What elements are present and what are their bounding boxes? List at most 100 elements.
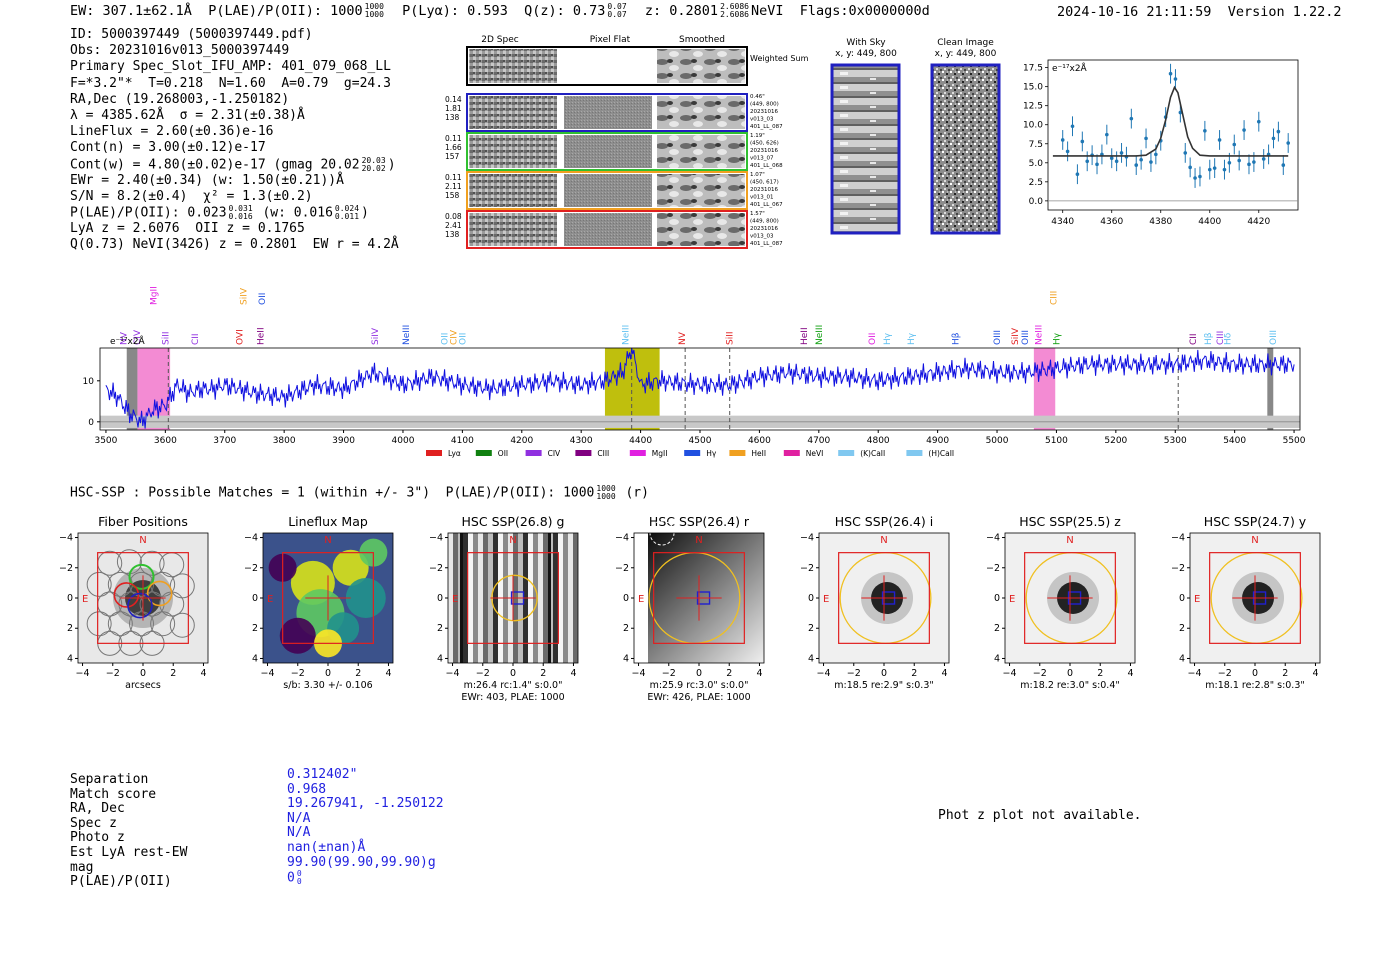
stamp-y-tick-label: −4 <box>800 533 814 544</box>
stamp-x-tick-label: 0 <box>881 668 887 679</box>
match-label: Match score <box>70 786 157 802</box>
stamp-x-tick-label: 4 <box>1312 668 1318 679</box>
fiber-circle <box>86 611 112 637</box>
spectral-line-label: OII <box>458 333 468 345</box>
col-title-flat: Pixel Flat <box>590 35 631 45</box>
ew-value: EW: 307.1±62.1Å <box>70 3 192 19</box>
cutout-meta: (449, 800) <box>750 102 779 108</box>
match-values: 0.312402" 0.968 19.267941, -1.250122 N/A N/A… <box>287 767 444 885</box>
spectral-line-label: NeIII <box>622 325 632 345</box>
stamp-y-tick-label: −2 <box>429 563 443 574</box>
match-value: 99.90(99.90,99.90)g <box>287 854 436 870</box>
stamp-caption: m:26.4 rc:1.4" s:0.0" <box>464 680 563 691</box>
lineflux-blob <box>345 578 386 618</box>
cutout-meta: 401_LL_068 <box>750 163 783 169</box>
fiber-circle <box>128 611 154 637</box>
spectral-line-label: OVI <box>236 329 246 345</box>
full-x-tick-label: 4800 <box>867 436 890 446</box>
full-x-tick-label: 4400 <box>629 436 652 446</box>
noise-stripe <box>538 533 543 663</box>
zoom-y-tick-label: 17.5 <box>1023 64 1043 74</box>
legend-swatch <box>906 450 923 456</box>
stamp-x-tick-label: 2 <box>170 668 176 679</box>
full-x-tick-label: 4700 <box>807 436 830 446</box>
stamp-x-tick-label: 2 <box>540 668 546 679</box>
cutout-meta: 401_LL_087 <box>750 241 783 247</box>
zoom-data-point <box>1173 77 1178 81</box>
noise-stripe <box>563 533 568 663</box>
cutout-stat: 158 <box>445 191 460 200</box>
cutout-2d-spec <box>469 135 557 168</box>
cutout-smoothed <box>657 213 745 246</box>
cutout-stat: 157 <box>445 152 460 161</box>
cutout-meta: 20231016 <box>750 148 778 154</box>
spectral-line-label: NeIII <box>815 325 825 345</box>
cutout-stat: 138 <box>445 113 460 122</box>
stamp-y-tick-label: 2 <box>1179 623 1185 634</box>
spectral-line-label: SiIV <box>240 287 250 305</box>
fiber-circle <box>150 611 176 637</box>
match-label: Spec z <box>70 815 117 831</box>
fiber-blue <box>127 592 153 619</box>
stamp-x-tick-label: 4 <box>200 668 206 679</box>
cutout-meta: 1.19" <box>750 133 765 139</box>
stamp-x-tick-label: −2 <box>291 668 305 679</box>
zoom-data-point <box>1261 157 1266 161</box>
spectral-line-label: OIII <box>1021 330 1031 345</box>
detection-info: ID: 5000397449 (5000397449.pdf) Obs: 202… <box>70 27 399 254</box>
noise-stripe <box>468 533 473 663</box>
north-label: N <box>509 535 516 546</box>
noise-stripe <box>460 533 463 663</box>
zoom-data-point <box>1183 151 1188 155</box>
stamp-x-tick-label: 2 <box>1097 668 1103 679</box>
stamp-x-tick-label: 0 <box>1067 668 1073 679</box>
zoom-y-tick-label: 10.0 <box>1023 121 1043 131</box>
cutout-meta: 20231016 <box>750 109 778 115</box>
zoom-data-point <box>1281 163 1286 167</box>
spectral-line-label: HeII <box>256 327 266 345</box>
weighted-sum-label: Weighted Sum <box>750 54 809 63</box>
noise-stripe <box>448 533 453 663</box>
stamp-x-tick-label: −2 <box>1218 668 1232 679</box>
stamp-x-tick-label: 4 <box>1127 668 1133 679</box>
spectral-line-label: CIV <box>449 329 459 345</box>
stamp-y-tick-label: 4 <box>67 653 73 664</box>
zoom-data-point <box>1095 162 1099 167</box>
full-x-tick-label: 4600 <box>748 436 771 446</box>
stamp-title: HSC SSP(26.4) i <box>835 514 933 529</box>
stamp-x-tick-label: −4 <box>817 668 831 679</box>
stamp-y-tick-label: −2 <box>615 563 629 574</box>
full-x-tick-label: 5200 <box>1104 436 1127 446</box>
zoom-data-point <box>1109 156 1114 161</box>
cutout-stat: 2.41 <box>445 221 462 230</box>
spectral-line-label: NV <box>678 331 688 345</box>
cutout-meta: v013_01 <box>750 195 774 201</box>
stamp-x-tick-label: −4 <box>632 668 646 679</box>
stamp-x-tick-label: −2 <box>106 668 120 679</box>
zoom-data-point <box>1070 124 1075 129</box>
full-x-tick-label: 3800 <box>273 436 296 446</box>
east-label: E <box>1194 594 1200 605</box>
zoom-plot-frame <box>1047 59 1299 211</box>
spectral-line-label: CIV <box>133 329 143 345</box>
noise-stripe <box>573 533 578 663</box>
spectral-line-label: OII <box>441 333 451 345</box>
phot-z-message: Phot z plot not available. <box>938 808 1142 823</box>
version: Version 1.22.2 <box>1227 4 1342 20</box>
full-x-tick-label: 4000 <box>392 436 415 446</box>
stamp-x-tick-label: 4 <box>941 668 947 679</box>
info-contn: Cont(n) = 3.00(±0.12)e-17 <box>70 140 266 156</box>
stamp-x-tick-label: −2 <box>1033 668 1047 679</box>
stamp-title: HSC SSP(25.5) z <box>1019 514 1121 529</box>
info-lya: LyA z = 2.6076 OII z = 0.1765 <box>70 221 305 237</box>
zoom-data-point <box>1105 132 1109 137</box>
match-value: nan(±nan)Å <box>287 839 366 855</box>
zoom-x-tick-label: 4360 <box>1100 217 1123 227</box>
zoom-data-point <box>1144 136 1148 141</box>
cutout-pixel-flat <box>564 135 652 168</box>
legend-label: Lyα <box>448 449 461 458</box>
zoom-data-point <box>1222 167 1227 172</box>
full-x-tick-label: 5100 <box>1045 436 1068 446</box>
stamp-y-tick-label: −2 <box>986 563 1000 574</box>
